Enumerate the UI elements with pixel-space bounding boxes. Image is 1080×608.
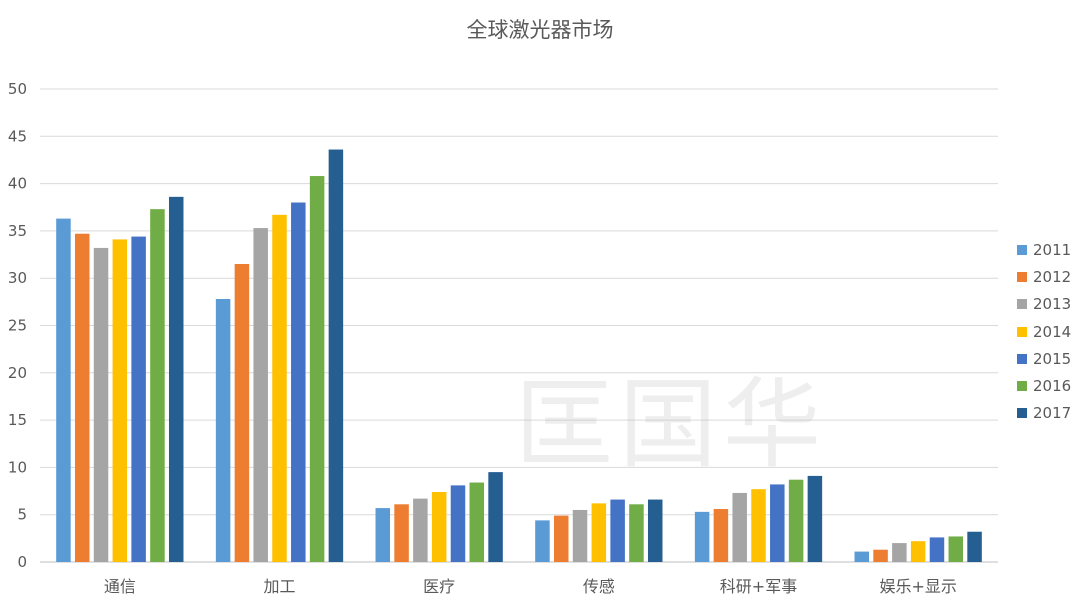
bar-2017 [967, 531, 982, 562]
legend-swatch [1017, 353, 1027, 364]
y-tick-label: 25 [8, 317, 27, 335]
bar-2013 [732, 492, 747, 562]
x-tick-label: 医疗 [423, 577, 455, 596]
legend-swatch [1017, 271, 1027, 282]
bar-2016 [788, 479, 804, 562]
legend-item: 2012 [1017, 263, 1071, 290]
y-tick-label: 30 [8, 269, 27, 287]
bar-2017 [168, 196, 184, 562]
bar-2017 [488, 472, 503, 562]
bar-2012 [74, 233, 90, 562]
watermark-text: 匡国华 [515, 368, 828, 482]
bar-2014 [910, 541, 926, 562]
legend-label: 2014 [1033, 322, 1072, 341]
legend-item: 2015 [1017, 345, 1071, 372]
bar-2014 [751, 489, 766, 562]
bar-2011 [215, 299, 231, 562]
chart-title: 全球激光器市场 [466, 18, 614, 42]
y-tick-label: 45 [8, 127, 27, 145]
legend-label: 2017 [1033, 404, 1072, 423]
bar-2013 [253, 228, 268, 562]
bar-2011 [535, 520, 550, 562]
x-tick-label: 科研+军事 [720, 577, 797, 596]
bar-2011 [854, 551, 870, 562]
legend-item: 2011 [1017, 236, 1071, 263]
y-tick-label: 20 [8, 364, 27, 382]
y-tick-label: 40 [8, 175, 27, 193]
chart-legend: 2011 2012 2013 2014 2015 2016 2017 [1017, 236, 1071, 427]
bar-2017 [328, 149, 344, 562]
y-tick-label: 10 [8, 458, 27, 476]
bar-2011 [375, 508, 391, 562]
legend-swatch [1017, 381, 1027, 392]
bar-2014 [272, 214, 287, 562]
legend-label: 2011 [1033, 240, 1072, 259]
bar-2013 [93, 247, 109, 563]
x-tick-label: 娱乐+显示 [879, 577, 956, 596]
y-tick-label: 50 [8, 80, 27, 98]
bar-2011 [694, 511, 710, 562]
bar-2016 [150, 209, 165, 562]
bar-2016 [948, 536, 964, 562]
bar-2014 [112, 239, 128, 562]
legend-label: 2016 [1033, 377, 1072, 396]
bar-2016 [469, 482, 485, 562]
bar-2015 [291, 202, 306, 562]
bar-2012 [394, 504, 409, 562]
y-tick-label: 35 [8, 222, 27, 240]
bar-2013 [572, 509, 588, 562]
bar-2013 [413, 498, 428, 562]
bar-2013 [892, 543, 907, 562]
legend-swatch [1017, 299, 1027, 310]
y-tick-label: 0 [17, 553, 27, 571]
x-tick-label: 通信 [104, 577, 136, 596]
bar-2012 [873, 549, 888, 562]
bar-2015 [450, 485, 466, 562]
bar-2015 [610, 499, 625, 562]
bar-2017 [807, 475, 823, 562]
legend-item: 2017 [1017, 400, 1071, 427]
legend-label: 2013 [1033, 295, 1072, 314]
legend-item: 2016 [1017, 372, 1071, 399]
bar-2017 [647, 499, 663, 562]
bar-2015 [131, 236, 146, 563]
bar-2016 [309, 176, 325, 563]
bar-2014 [591, 503, 607, 562]
legend-item: 2014 [1017, 318, 1071, 345]
y-tick-label: 15 [8, 411, 27, 429]
legend-item: 2013 [1017, 291, 1071, 318]
bar-2011 [56, 218, 71, 563]
x-tick-label: 传感 [583, 577, 615, 596]
bar-2012 [234, 264, 250, 562]
legend-swatch [1017, 408, 1027, 419]
bar-2015 [929, 537, 945, 562]
legend-swatch [1017, 244, 1027, 255]
legend-label: 2012 [1033, 267, 1072, 286]
legend-label: 2015 [1033, 349, 1072, 368]
bar-2016 [629, 504, 644, 562]
legend-swatch [1017, 326, 1027, 337]
y-tick-label: 5 [17, 506, 27, 524]
bar-2012 [553, 515, 569, 562]
x-tick-label: 加工 [263, 577, 295, 596]
bar-2012 [713, 509, 729, 562]
bar-2014 [431, 491, 447, 562]
bar-2015 [770, 484, 785, 562]
